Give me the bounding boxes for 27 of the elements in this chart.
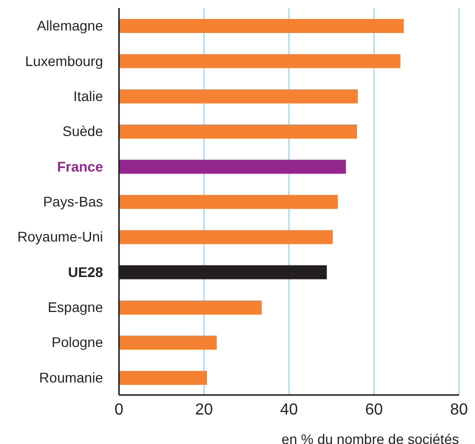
bar <box>119 336 217 350</box>
y-tick-label: Suède <box>62 123 104 140</box>
x-tick-label: 40 <box>280 401 298 418</box>
y-tick-label: Roumanie <box>39 369 104 386</box>
bar <box>119 89 358 104</box>
y-tick-label: Italie <box>73 88 104 104</box>
y-tick-label: Luxembourg <box>25 52 103 69</box>
x-axis-title: en % du nombre de sociétés <box>282 431 459 444</box>
y-tick-label: Espagne <box>48 299 104 316</box>
x-tick-label: 80 <box>450 401 468 418</box>
bar <box>119 300 262 314</box>
bar <box>119 160 346 174</box>
bar <box>119 230 333 244</box>
x-tick-label: 60 <box>365 401 383 418</box>
x-tick-label: 20 <box>195 401 213 418</box>
bar <box>119 54 400 68</box>
y-tick-label: Allemagne <box>36 18 104 34</box>
bar <box>119 124 357 139</box>
bar <box>119 194 338 209</box>
bar <box>119 370 207 385</box>
y-tick-label: Royaume-Uni <box>17 228 103 245</box>
y-tick-label: France <box>57 158 104 174</box>
y-tick-label: UE28 <box>68 264 104 280</box>
x-tick-label: 0 <box>114 401 124 418</box>
y-tick-label: Pologne <box>52 334 104 350</box>
y-tick-label: Pays-Bas <box>43 194 103 210</box>
bar <box>119 19 404 33</box>
